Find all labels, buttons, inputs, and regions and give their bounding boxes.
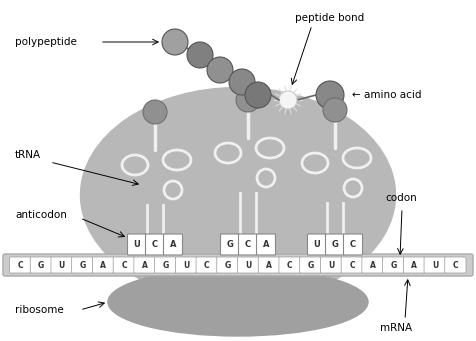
- Ellipse shape: [80, 88, 396, 302]
- Text: G: G: [390, 261, 397, 269]
- FancyBboxPatch shape: [362, 257, 383, 273]
- Text: A: A: [370, 261, 376, 269]
- Text: A: A: [100, 261, 106, 269]
- Text: C: C: [121, 261, 127, 269]
- Circle shape: [236, 88, 260, 112]
- Circle shape: [245, 82, 271, 108]
- Text: C: C: [350, 240, 356, 249]
- Circle shape: [162, 29, 188, 55]
- Circle shape: [143, 100, 167, 124]
- Text: A: A: [266, 261, 272, 269]
- FancyBboxPatch shape: [163, 234, 182, 255]
- Text: C: C: [245, 240, 251, 249]
- FancyBboxPatch shape: [92, 257, 114, 273]
- Text: ← amino acid: ← amino acid: [352, 90, 422, 100]
- FancyBboxPatch shape: [424, 257, 445, 273]
- FancyBboxPatch shape: [196, 257, 217, 273]
- FancyBboxPatch shape: [300, 257, 321, 273]
- FancyBboxPatch shape: [326, 234, 345, 255]
- FancyBboxPatch shape: [341, 257, 362, 273]
- Text: U: U: [183, 261, 189, 269]
- Circle shape: [323, 98, 347, 122]
- FancyBboxPatch shape: [128, 234, 147, 255]
- Text: C: C: [453, 261, 458, 269]
- FancyBboxPatch shape: [217, 257, 238, 273]
- Text: polypeptide: polypeptide: [15, 37, 77, 47]
- Circle shape: [316, 81, 344, 109]
- Circle shape: [207, 57, 233, 83]
- FancyBboxPatch shape: [307, 234, 327, 255]
- Text: U: U: [245, 261, 251, 269]
- FancyBboxPatch shape: [238, 234, 258, 255]
- FancyBboxPatch shape: [113, 257, 134, 273]
- Text: anticodon: anticodon: [15, 210, 67, 220]
- FancyBboxPatch shape: [344, 234, 363, 255]
- Text: U: U: [432, 261, 438, 269]
- Text: G: G: [162, 261, 169, 269]
- FancyBboxPatch shape: [155, 257, 176, 273]
- FancyBboxPatch shape: [175, 257, 197, 273]
- FancyBboxPatch shape: [403, 257, 425, 273]
- Text: C: C: [18, 261, 23, 269]
- FancyBboxPatch shape: [238, 257, 259, 273]
- Text: codon: codon: [385, 193, 417, 203]
- Text: A: A: [142, 261, 148, 269]
- FancyBboxPatch shape: [220, 234, 239, 255]
- FancyBboxPatch shape: [146, 234, 165, 255]
- Text: G: G: [332, 240, 338, 249]
- Text: A: A: [170, 240, 176, 249]
- Text: peptide bond: peptide bond: [295, 13, 364, 23]
- Text: A: A: [263, 240, 269, 249]
- Text: U: U: [134, 240, 140, 249]
- Text: G: G: [307, 261, 314, 269]
- Text: G: G: [79, 261, 86, 269]
- Circle shape: [279, 91, 297, 109]
- Text: G: G: [225, 261, 231, 269]
- Text: mRNA: mRNA: [380, 323, 412, 333]
- FancyBboxPatch shape: [257, 234, 276, 255]
- Text: C: C: [204, 261, 210, 269]
- FancyBboxPatch shape: [445, 257, 466, 273]
- FancyBboxPatch shape: [30, 257, 51, 273]
- FancyBboxPatch shape: [10, 257, 31, 273]
- FancyBboxPatch shape: [72, 257, 93, 273]
- Text: G: G: [38, 261, 44, 269]
- Text: tRNA: tRNA: [15, 150, 41, 160]
- Text: U: U: [328, 261, 335, 269]
- Text: U: U: [314, 240, 320, 249]
- Text: ribosome: ribosome: [15, 305, 64, 315]
- FancyBboxPatch shape: [134, 257, 155, 273]
- Text: U: U: [59, 261, 65, 269]
- FancyBboxPatch shape: [3, 254, 473, 276]
- Text: C: C: [287, 261, 293, 269]
- Text: G: G: [227, 240, 233, 249]
- FancyBboxPatch shape: [320, 257, 342, 273]
- Circle shape: [229, 69, 255, 95]
- FancyBboxPatch shape: [51, 257, 72, 273]
- Ellipse shape: [108, 268, 368, 336]
- Text: C: C: [152, 240, 158, 249]
- FancyBboxPatch shape: [279, 257, 300, 273]
- FancyBboxPatch shape: [383, 257, 404, 273]
- Text: C: C: [349, 261, 355, 269]
- Circle shape: [187, 42, 213, 68]
- FancyBboxPatch shape: [258, 257, 279, 273]
- Text: A: A: [411, 261, 417, 269]
